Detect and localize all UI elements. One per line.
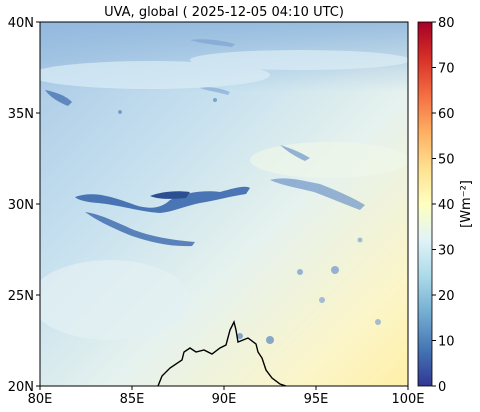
colorbar-ticks: 0 10 20 30 40 50 60 70 80 xyxy=(432,16,455,395)
colorbar-tick-label: 20 xyxy=(438,289,455,304)
y-tick-label: 20N xyxy=(8,380,34,395)
colorbar-tick-label: 0 xyxy=(438,380,446,395)
y-axis: 20N 25N 30N 35N 40N xyxy=(8,16,40,395)
colorbar-tick-label: 70 xyxy=(438,62,455,77)
colorbar-tick-label: 40 xyxy=(438,198,455,213)
x-axis: 80E 85E 90E 95E 100E xyxy=(28,386,425,407)
colorbar-tick-label: 10 xyxy=(438,335,455,350)
colorbar xyxy=(417,21,433,387)
x-tick-label: 100E xyxy=(391,392,424,407)
coastline xyxy=(157,319,287,386)
cloud-band xyxy=(45,39,381,344)
y-tick-label: 40N xyxy=(8,16,34,31)
y-tick-label: 35N xyxy=(8,107,34,122)
map-title: UVA, global ( 2025-12-05 04:10 UTC) xyxy=(104,5,344,20)
colorbar-tick-label: 80 xyxy=(438,16,455,31)
map-plot xyxy=(40,22,408,386)
colorbar-tick-label: 50 xyxy=(438,153,455,168)
colorbar-tick-label: 30 xyxy=(438,244,455,259)
x-tick-label: 80E xyxy=(28,392,53,407)
y-tick-label: 30N xyxy=(8,198,34,213)
x-tick-label: 95E xyxy=(304,392,329,407)
colorbar-label: [Wm⁻²] xyxy=(459,180,474,228)
y-tick-label: 25N xyxy=(8,289,34,304)
colorbar-tick-label: 60 xyxy=(438,107,455,122)
x-tick-label: 90E xyxy=(212,392,237,407)
x-tick-label: 85E xyxy=(120,392,145,407)
